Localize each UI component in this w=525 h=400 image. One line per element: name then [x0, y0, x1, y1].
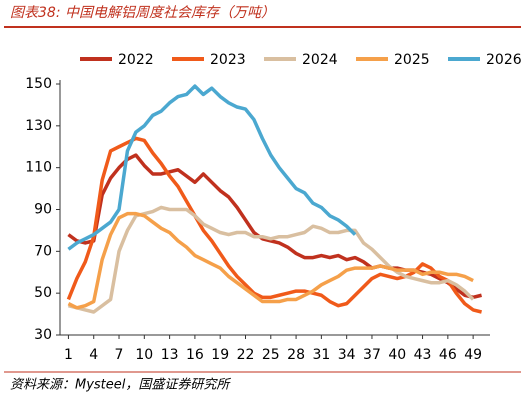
- x-tick-label: 49: [464, 347, 482, 363]
- legend-label: 2026: [486, 52, 522, 68]
- legend-label: 2022: [118, 52, 154, 68]
- x-tick-label: 22: [237, 347, 255, 363]
- series-line: [66, 136, 482, 314]
- x-tick-label: 31: [312, 347, 330, 363]
- x-tick-label: 28: [287, 347, 305, 363]
- x-tick-label: 43: [414, 347, 432, 363]
- chart-title: 图表38: 中国电解铝周度社会库存（万吨）: [10, 5, 275, 21]
- x-tick-label: 10: [135, 347, 153, 363]
- y-tick-label: 150: [25, 76, 52, 92]
- x-tick-label: 40: [388, 347, 406, 363]
- series-line: [67, 84, 357, 251]
- y-tick-label: 130: [25, 118, 52, 134]
- y-tick-label: 110: [25, 160, 52, 176]
- y-tick-label: 30: [34, 327, 52, 343]
- legend-label: 2025: [394, 52, 430, 68]
- legend-label: 2024: [302, 52, 338, 68]
- x-tick-label: 16: [186, 347, 204, 363]
- x-tick-label: 7: [115, 347, 124, 363]
- x-tick-label: 37: [363, 347, 381, 363]
- series-line: [67, 211, 474, 310]
- x-tick-label: 1: [64, 347, 73, 363]
- y-tick-label: 90: [34, 202, 52, 218]
- x-tick-label: 34: [338, 347, 356, 363]
- y-tick-label: 50: [34, 285, 52, 301]
- x-tick-label: 46: [439, 347, 457, 363]
- legend-label: 2023: [210, 52, 246, 68]
- x-tick-label: 4: [89, 347, 98, 363]
- x-tick-label: 25: [262, 347, 280, 363]
- source: 资料来源：Mysteel，国盛证券研究所: [10, 377, 231, 393]
- series-line: [68, 205, 475, 314]
- y-tick-label: 70: [34, 243, 52, 259]
- x-tick-label: 13: [161, 347, 179, 363]
- x-tick-label: 19: [211, 347, 229, 363]
